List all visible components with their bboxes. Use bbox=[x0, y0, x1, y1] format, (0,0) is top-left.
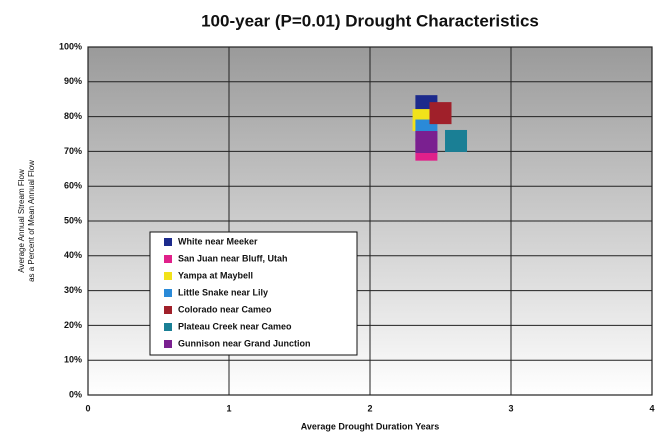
legend-swatch bbox=[164, 340, 172, 348]
legend-swatch bbox=[164, 323, 172, 331]
x-axis-label: Average Drought Duration Years bbox=[301, 421, 440, 431]
y-tick-label: 50% bbox=[64, 215, 82, 225]
x-tick-label: 4 bbox=[649, 403, 654, 413]
legend-label: Plateau Creek near Cameo bbox=[178, 321, 292, 331]
y-tick-label: 90% bbox=[64, 76, 82, 86]
y-axis-label: Average Annual Stream Flow bbox=[17, 169, 26, 273]
plot-border bbox=[87, 46, 653, 396]
y-tick-label: 10% bbox=[64, 355, 82, 365]
y-tick-label: 70% bbox=[64, 146, 82, 156]
x-tick-label: 1 bbox=[226, 403, 231, 413]
marker bbox=[445, 129, 468, 152]
y-tick-label: 100% bbox=[59, 41, 82, 51]
y-axis-label: as a Percent of Mean Annual Flow bbox=[27, 160, 36, 282]
y-tick-label: 40% bbox=[64, 250, 82, 260]
legend-swatch bbox=[164, 289, 172, 297]
legend-label: Little Snake near Lily bbox=[178, 287, 268, 297]
y-tick-label: 60% bbox=[64, 181, 82, 191]
y-tick-label: 0% bbox=[69, 389, 82, 399]
legend-label: Yampa at Maybell bbox=[178, 270, 253, 280]
y-tick-label: 30% bbox=[64, 285, 82, 295]
legend-swatch bbox=[164, 272, 172, 280]
chart-title: 100-year (P=0.01) Drought Characteristic… bbox=[201, 11, 539, 30]
legend bbox=[149, 231, 358, 356]
legend-label: Gunnison near Grand Junction bbox=[178, 338, 311, 348]
y-tick-label: 80% bbox=[64, 111, 82, 121]
legend-swatch bbox=[164, 255, 172, 263]
legend-label: White near Meeker bbox=[178, 236, 258, 246]
marker bbox=[415, 131, 438, 154]
x-tick-label: 0 bbox=[85, 403, 90, 413]
x-tick-label: 2 bbox=[367, 403, 372, 413]
legend-label: Colorado near Cameo bbox=[178, 304, 272, 314]
y-tick-label: 20% bbox=[64, 320, 82, 330]
legend-swatch bbox=[164, 238, 172, 246]
marker bbox=[429, 102, 452, 125]
legend-swatch bbox=[164, 306, 172, 314]
x-tick-label: 3 bbox=[508, 403, 513, 413]
legend-label: San Juan near Bluff, Utah bbox=[178, 253, 288, 263]
